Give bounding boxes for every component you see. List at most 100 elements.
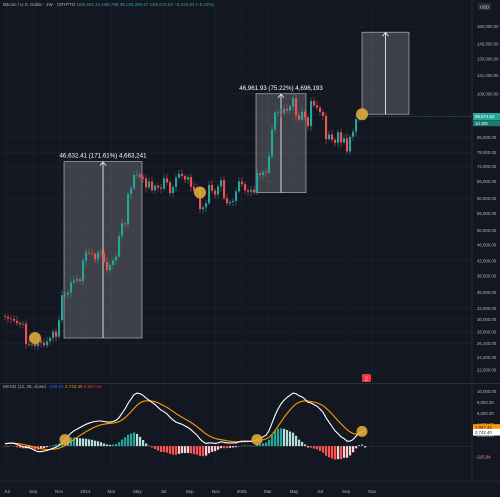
- macd-histogram-bar: [301, 441, 304, 447]
- macd-histogram-bar: [154, 446, 157, 450]
- candle-body: [190, 177, 193, 187]
- candle-body: [268, 156, 271, 173]
- candle-body: [94, 253, 97, 260]
- candle-body: [4, 315, 7, 317]
- macd-histogram-bar: [130, 433, 133, 447]
- y-tick-label: 22,500.00: [477, 368, 497, 373]
- macd-hist-badge: [473, 453, 500, 461]
- y-tick-label: 109,000.00: [477, 91, 499, 96]
- candle-body: [103, 252, 106, 262]
- macd-histogram-bar: [109, 444, 112, 447]
- candle-body: [193, 186, 196, 191]
- measure-label: 46,961.93 (75.22%) 4,696,193: [239, 85, 323, 92]
- candle-body: [337, 132, 340, 143]
- macd-histogram-bar: [88, 439, 91, 447]
- macd-histogram-bar: [343, 446, 346, 458]
- macd-histogram-bar: [337, 446, 340, 460]
- symbol-title[interactable]: Bitcoin / U.S. Dollar · 1W · CRYPTO: [3, 2, 76, 7]
- macd-histogram-bar: [166, 446, 169, 453]
- macd-histogram-bar: [277, 428, 280, 447]
- candle-body: [241, 181, 244, 185]
- macd-histogram-bar: [43, 446, 46, 448]
- macd-title[interactable]: MACD (12, 26, close): [3, 384, 47, 389]
- y-tick-label: 160,000.00: [477, 24, 499, 29]
- current-price-badge: [473, 113, 500, 121]
- y-tick-label: 38,500.00: [477, 274, 497, 279]
- crossover-marker: [59, 434, 71, 446]
- y-tick-label: 55,000.00: [477, 211, 497, 216]
- candle-body: [199, 188, 202, 210]
- macd-histogram-bar: [211, 446, 214, 452]
- y-tick-label: 78,000.00: [477, 150, 497, 155]
- macd-histogram-bar: [229, 446, 232, 448]
- macd-histogram-bar: [313, 446, 316, 449]
- candle-body: [181, 173, 184, 177]
- candle-body: [64, 294, 67, 296]
- y-tick-label: 24,200.00: [477, 355, 497, 360]
- x-tick-label: Mar: [107, 489, 115, 494]
- macd-histogram-bar: [190, 446, 193, 454]
- macd-histogram-bar: [139, 436, 142, 447]
- candle-body: [340, 132, 343, 143]
- candle-body: [73, 280, 76, 283]
- macd-histogram-bar: [325, 446, 328, 456]
- measure-arrowhead: [99, 161, 107, 166]
- macd-pane: [0, 392, 472, 460]
- macd-signal-badge: [473, 424, 500, 431]
- candle-body: [256, 173, 259, 193]
- candle-body: [43, 342, 46, 346]
- candle-body: [238, 181, 241, 192]
- macd-histogram-bar: [28, 446, 31, 449]
- macd-value-text: 2,742.40: [475, 430, 492, 435]
- macd-histogram-bar: [55, 444, 58, 447]
- breakout-marker: [356, 108, 368, 121]
- candle-body: [31, 343, 34, 345]
- x-tick-label: 2024: [80, 489, 91, 494]
- candle-body: [187, 177, 190, 180]
- candle-body: [322, 112, 325, 116]
- macd-histogram-bar: [274, 430, 277, 447]
- macd-histogram-bar: [235, 446, 238, 448]
- macd-histogram-bar: [205, 446, 208, 456]
- macd-histogram-bar: [310, 446, 313, 448]
- alert-icon[interactable]: 2: [362, 374, 371, 382]
- x-tick-label: Jul: [317, 489, 323, 494]
- macd-signal-value: 2,967.44: [83, 384, 102, 389]
- macd-y-tick-label: 10,000.00: [477, 389, 497, 394]
- candle-body: [349, 136, 352, 152]
- x-tick-label: May: [290, 489, 299, 494]
- macd-histogram-bar: [199, 446, 202, 457]
- y-tick-label: 145,000.00: [477, 41, 499, 46]
- measure-arrowhead: [382, 32, 389, 37]
- macd-histogram-bar: [22, 446, 25, 449]
- candle-body: [298, 115, 301, 120]
- candle-body: [100, 252, 103, 254]
- candle-body: [229, 202, 232, 204]
- macd-histogram-bar: [16, 446, 19, 448]
- macd-histogram-bar: [169, 446, 172, 454]
- countdown-text: 1d 10h: [475, 121, 488, 126]
- labels: USD 46,632.41 (171.61%) 4,663,241 46,961.9…: [59, 3, 500, 461]
- macd-histogram-bar: [91, 439, 94, 447]
- candle-body: [106, 261, 109, 271]
- macd-histogram-bar: [214, 446, 217, 452]
- x-tick-label: Nov: [55, 489, 64, 494]
- macd-histogram-bar: [160, 446, 163, 452]
- candle-body: [355, 119, 358, 132]
- macd-histogram-bar: [361, 444, 364, 447]
- candle-body: [25, 323, 28, 344]
- macd-histogram-bar: [256, 444, 259, 447]
- candle-body: [274, 112, 277, 130]
- x-tick-label: May: [133, 489, 142, 494]
- macd-histogram-bar: [40, 446, 43, 449]
- macd-histogram-bar: [265, 442, 268, 447]
- currency-label: USD: [480, 4, 489, 9]
- macd-histogram-bar: [349, 446, 352, 456]
- macd-histogram-bar: [34, 446, 37, 450]
- breakout-markers: [29, 108, 368, 446]
- macd-histogram-bar: [232, 446, 235, 448]
- grid: [0, 6, 472, 468]
- candle-body: [139, 174, 142, 177]
- macd-histogram-bar: [115, 444, 118, 447]
